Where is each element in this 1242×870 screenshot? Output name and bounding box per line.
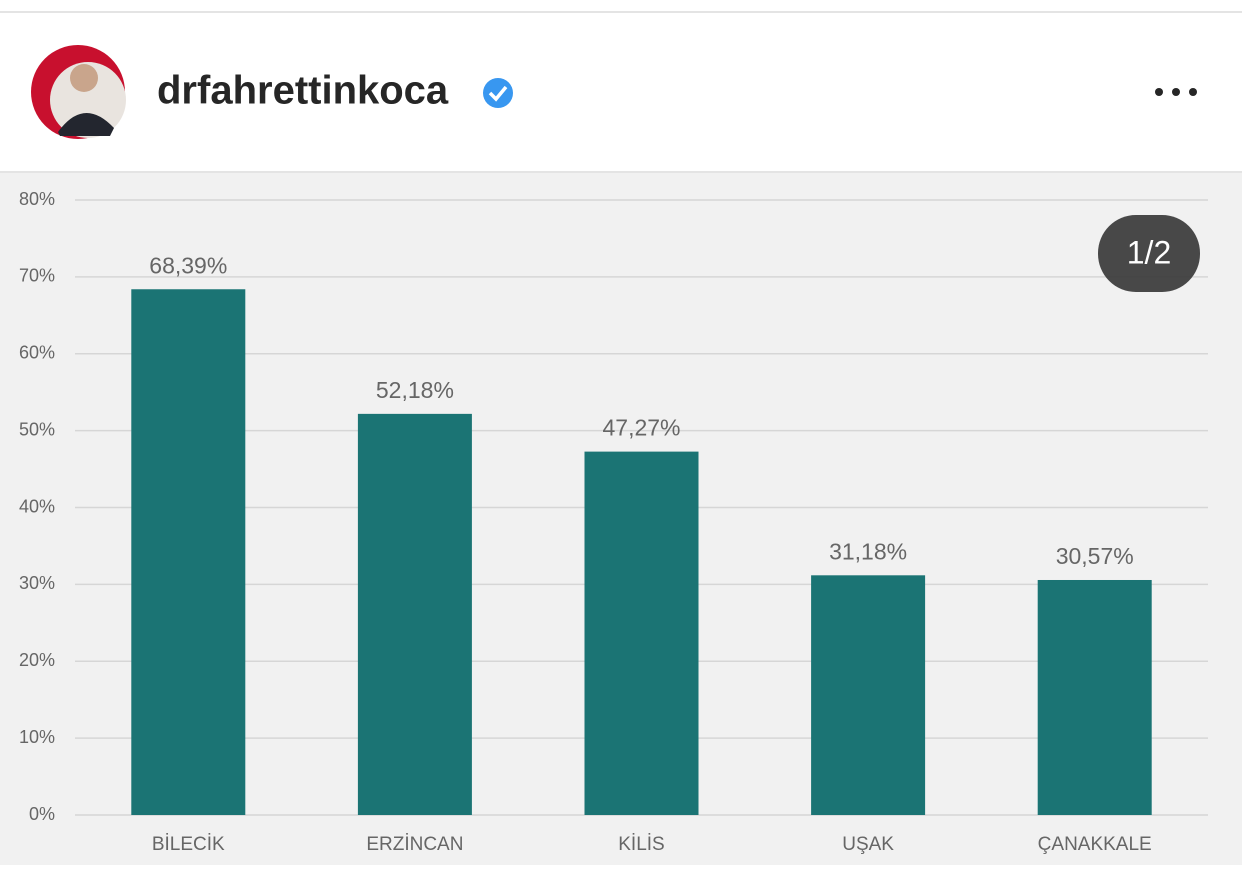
avatar-suit — [58, 112, 114, 136]
dot — [1155, 88, 1163, 96]
avatar-face — [70, 64, 98, 92]
pager-pill — [1098, 215, 1200, 292]
y-tick-label: 10% — [19, 727, 55, 747]
bar — [811, 575, 926, 815]
pager-label: 1/2 — [1127, 234, 1171, 270]
y-tick-label: 80% — [19, 189, 55, 209]
verified-badge — [483, 78, 513, 108]
username[interactable]: drfahrettinkoca — [157, 69, 449, 113]
y-tick-label: 70% — [19, 266, 55, 286]
y-tick-label: 50% — [19, 419, 55, 439]
badge-circle — [483, 78, 513, 108]
y-tick-label: 0% — [29, 804, 55, 824]
y-tick-label: 30% — [19, 573, 55, 593]
value-label: 30,57% — [1056, 543, 1134, 569]
header-bg — [0, 0, 1242, 172]
y-tick-label: 20% — [19, 650, 55, 670]
value-label: 68,39% — [149, 252, 227, 278]
bar — [131, 289, 246, 816]
bar — [1037, 579, 1152, 815]
x-tick-label: KİLİS — [618, 834, 664, 855]
plot: 0% 10% 20% 30% 40% 50% 60% 70% 80% BİLECİK 68,39% E… — [19, 189, 1208, 855]
value-label: 47,27% — [602, 415, 680, 441]
value-label: 31,18% — [829, 538, 907, 564]
bar — [584, 451, 699, 815]
value-label: 52,18% — [376, 377, 454, 403]
x-tick-label: ÇANAKKALE — [1038, 834, 1152, 855]
x-tick-label: ERZİNCAN — [366, 834, 463, 855]
more-menu[interactable] — [1155, 88, 1197, 96]
dot — [1189, 88, 1197, 96]
dot — [1172, 88, 1180, 96]
avatar[interactable] — [31, 45, 126, 139]
x-tick-label: BİLECİK — [152, 834, 225, 855]
bar — [357, 413, 472, 815]
y-tick-label: 60% — [19, 343, 55, 363]
avatar-photo — [50, 62, 126, 138]
x-tick-label: UŞAK — [842, 834, 894, 855]
badge-check — [488, 85, 508, 102]
y-tick-label: 40% — [19, 496, 55, 516]
